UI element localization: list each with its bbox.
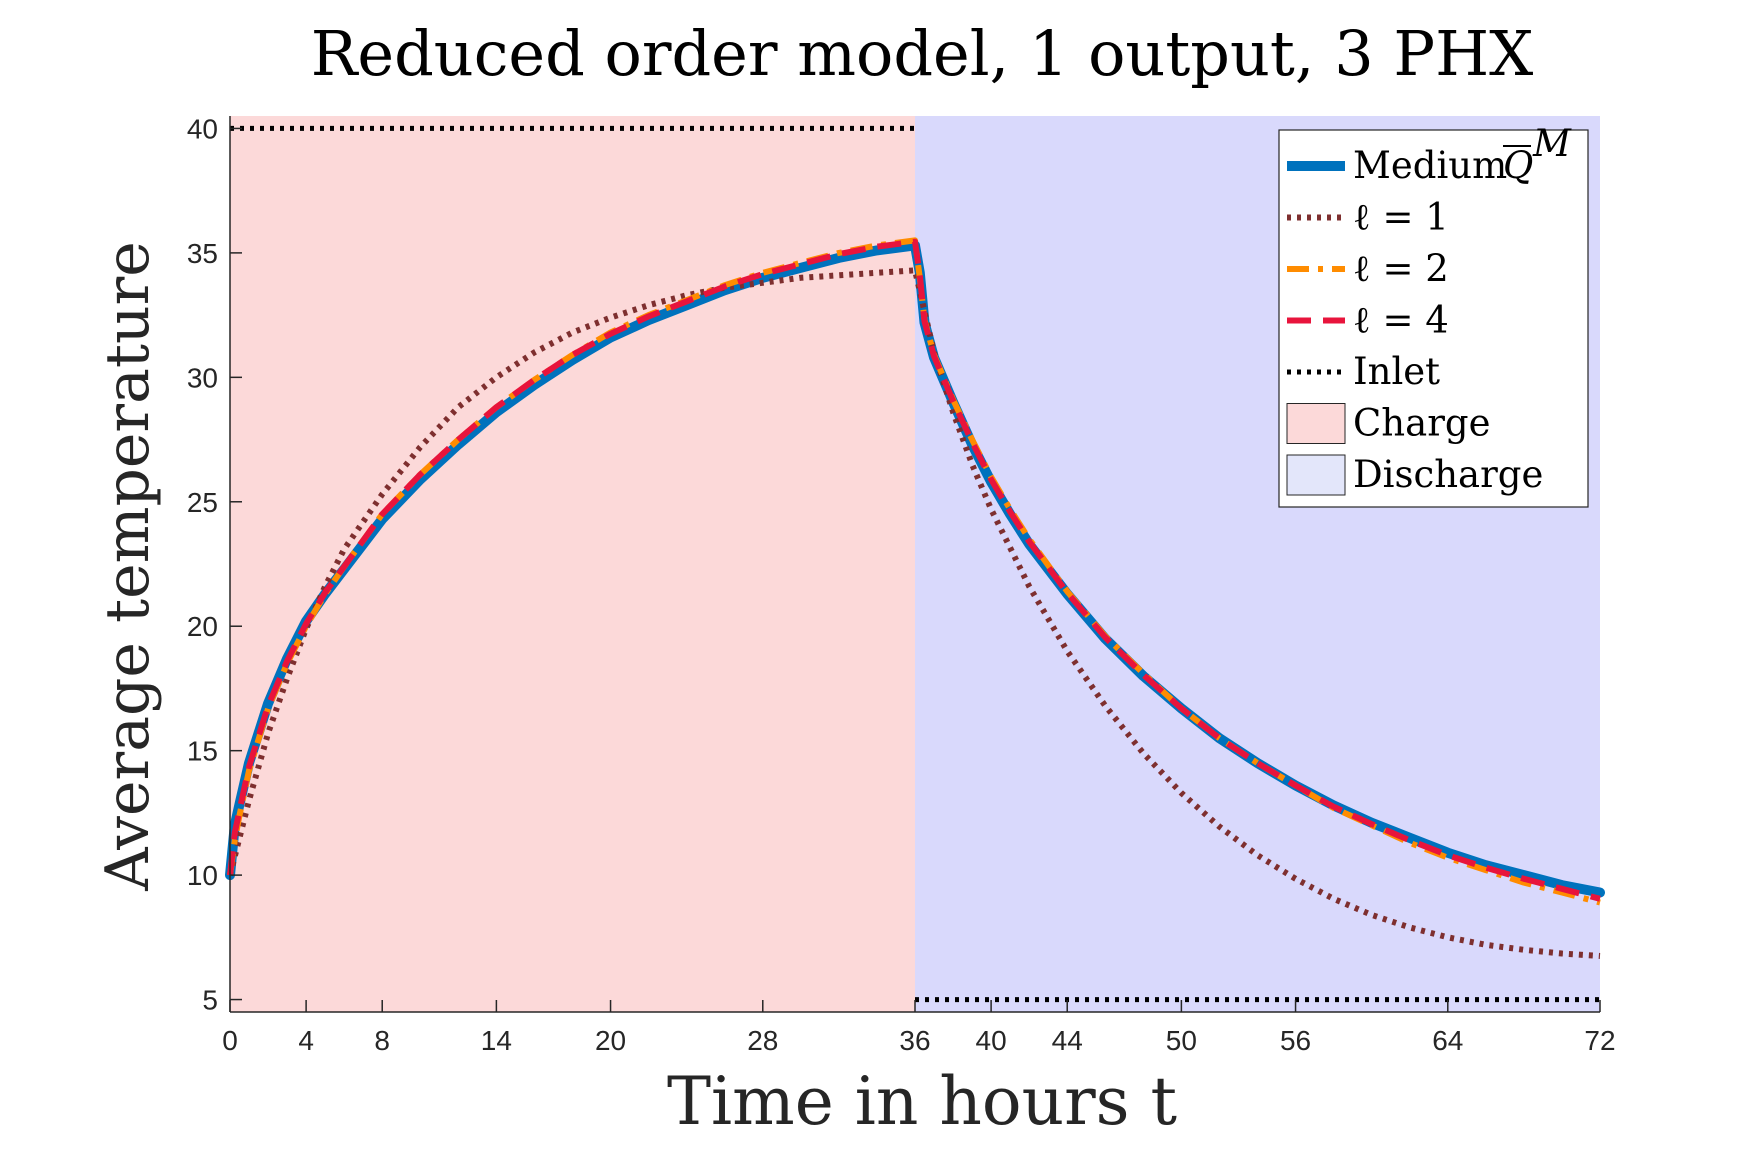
region-charge	[230, 116, 915, 1012]
y-ticks: 5 10 15 20 25 30 35 40	[187, 113, 242, 1016]
y-tick-label: 40	[187, 113, 218, 144]
x-tick-label: 50	[1166, 1025, 1197, 1056]
x-tick-label: 20	[595, 1025, 626, 1056]
y-tick-label: 20	[187, 611, 218, 642]
plot-series	[225, 125, 1605, 1003]
y-tick-label: 30	[187, 362, 218, 393]
x-tick-label: 4	[298, 1025, 314, 1056]
x-tick-label: 28	[747, 1025, 778, 1056]
legend-label: Inlet	[1353, 350, 1440, 393]
y-tick-label: 5	[202, 985, 218, 1016]
y-tick-label: 10	[187, 860, 218, 891]
x-tick-label: 44	[1052, 1025, 1083, 1056]
y-axis-label: Average temperature	[93, 241, 163, 892]
legend-label: ℓ = 4	[1353, 299, 1449, 342]
legend-swatch	[1286, 454, 1346, 496]
legend-swatch	[1286, 403, 1346, 444]
legend-label: Medium	[1353, 144, 1507, 187]
x-tick-label: 72	[1584, 1025, 1615, 1056]
series-4-line	[227, 238, 1601, 902]
x-ticks: 0 4 8 14 20 28 36 40 44 50 56 64 72	[222, 1000, 1616, 1056]
y-tick-label: 35	[187, 238, 218, 269]
legend-label: Charge	[1353, 402, 1490, 445]
x-tick-label: 40	[976, 1025, 1007, 1056]
x-axis-label: Time in hours t	[667, 1063, 1177, 1140]
legend-label-superscript: M	[1532, 122, 1572, 165]
y-tick-label: 25	[187, 487, 218, 518]
series-1-line	[227, 267, 1601, 959]
y-tick-label: 15	[187, 736, 218, 767]
x-tick-label: 56	[1280, 1025, 1311, 1056]
x-tick-label: 8	[374, 1025, 390, 1056]
x-tick-label: 36	[899, 1025, 930, 1056]
x-tick-label: 0	[222, 1025, 238, 1056]
legend-label: Discharge	[1353, 453, 1543, 496]
x-tick-label: 14	[481, 1025, 512, 1056]
x-tick-label: 64	[1432, 1025, 1463, 1056]
legend-label-symbol: Q	[1503, 144, 1533, 187]
legend-label: ℓ = 2	[1353, 247, 1449, 290]
legend-label: ℓ = 1	[1353, 196, 1449, 239]
chart-title: Reduced order model, 1 output, 3 PHX	[311, 17, 1534, 90]
